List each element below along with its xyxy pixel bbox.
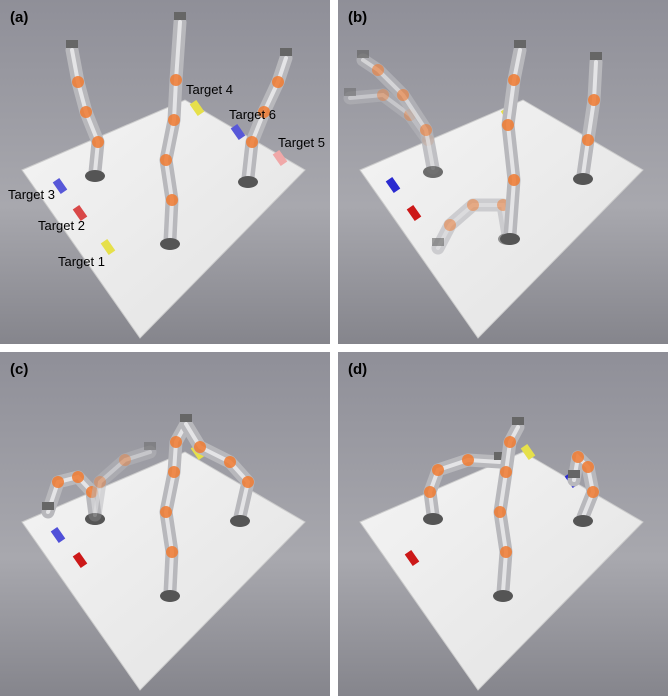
robot-joint	[444, 219, 456, 231]
target-label: Target 1	[58, 254, 105, 269]
robot-base	[160, 590, 180, 602]
target-label: Target 2	[38, 218, 85, 233]
panel: (d)	[338, 352, 668, 696]
robot-joint	[572, 451, 584, 463]
robot-base	[500, 233, 520, 245]
robot-joint	[504, 436, 516, 448]
robot-base	[573, 515, 593, 527]
robot-base	[573, 173, 593, 185]
robot-joint	[500, 546, 512, 558]
gripper	[590, 52, 602, 60]
robot-base	[85, 513, 105, 525]
robot-joint	[424, 486, 436, 498]
robot-joint	[582, 134, 594, 146]
panel: (a) Target 1 Target 2 Target 3 Target 4 Targe…	[0, 0, 330, 344]
robot-joint	[170, 436, 182, 448]
robot-joint	[170, 74, 182, 86]
robot-joint	[272, 76, 284, 88]
robot-joint	[52, 476, 64, 488]
robot-joint	[80, 106, 92, 118]
robot-joint	[587, 486, 599, 498]
gripper	[514, 40, 526, 48]
panel-label: (c)	[10, 361, 28, 378]
robot-base	[423, 166, 443, 178]
gripper	[432, 238, 444, 246]
robot-joint	[377, 89, 389, 101]
robot-joint	[582, 461, 594, 473]
gripper	[357, 50, 369, 58]
robot-joint	[160, 506, 172, 518]
robot-joint	[502, 119, 514, 131]
panel-label: (b)	[348, 9, 367, 26]
robot-joint	[420, 124, 432, 136]
robot-joint	[508, 74, 520, 86]
robot-joint	[194, 441, 206, 453]
robot-base	[423, 513, 443, 525]
panel: (c)	[0, 352, 330, 696]
robot-joint	[72, 76, 84, 88]
robot-joint	[94, 476, 106, 488]
robot-joint	[160, 154, 172, 166]
gripper	[144, 442, 156, 450]
robot-joint	[462, 454, 474, 466]
robot-joint	[432, 464, 444, 476]
target-label: Target 3	[8, 187, 55, 202]
robot-joint	[508, 174, 520, 186]
robot-joint	[168, 114, 180, 126]
robot-joint	[500, 466, 512, 478]
panel-label: (a)	[10, 9, 28, 26]
robot-joint	[119, 454, 131, 466]
panel: (b)	[338, 0, 668, 344]
robot-joint	[224, 456, 236, 468]
robot-joint	[494, 506, 506, 518]
robot-joint	[372, 64, 384, 76]
robot-joint	[246, 136, 258, 148]
robot-joint	[72, 471, 84, 483]
gripper	[280, 48, 292, 56]
robot-base	[238, 176, 258, 188]
target-label: Target 4	[186, 82, 233, 97]
figure: (a) Target 1 Target 2 Target 3 Target 4 Targe…	[0, 0, 668, 696]
robot-joint	[467, 199, 479, 211]
panel-label: (d)	[348, 361, 367, 378]
gripper	[174, 12, 186, 20]
robot-base	[493, 590, 513, 602]
robot-joint	[588, 94, 600, 106]
robot-joint	[166, 194, 178, 206]
robot-joint	[166, 546, 178, 558]
robot-joint	[168, 466, 180, 478]
gripper	[42, 502, 54, 510]
robot-joint	[242, 476, 254, 488]
gripper	[180, 414, 192, 422]
gripper	[66, 40, 78, 48]
gripper	[568, 470, 580, 478]
target-label: Target 5	[278, 135, 325, 150]
target-label: Target 6	[229, 107, 276, 122]
robot-joint	[397, 89, 409, 101]
gripper	[512, 417, 524, 425]
robot-base	[160, 238, 180, 250]
robot-joint	[92, 136, 104, 148]
robot-base	[230, 515, 250, 527]
gripper	[344, 88, 356, 96]
robot-base	[85, 170, 105, 182]
